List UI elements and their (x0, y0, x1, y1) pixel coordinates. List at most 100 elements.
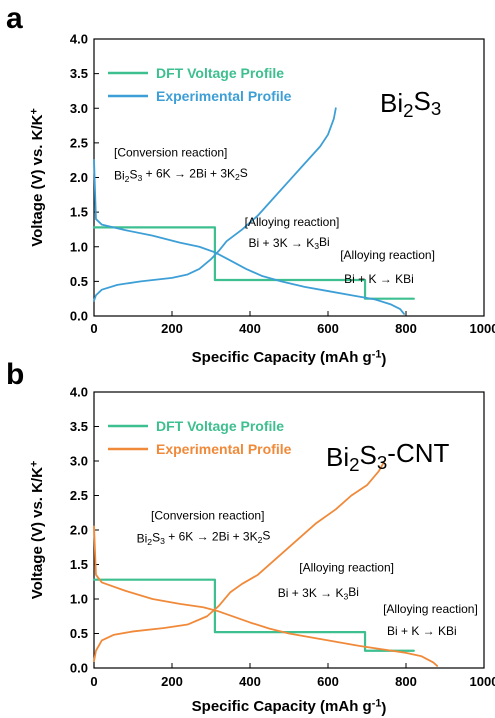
reaction-annotation: Bi + K → KBi (387, 624, 457, 638)
y-tick-label: 3.5 (70, 419, 88, 434)
y-tick-label: 1.0 (70, 239, 88, 254)
reaction-annotation-part: Bi + 3K → K (278, 586, 344, 600)
material-title-part: Bi (380, 88, 403, 118)
x-tick-label: 1000 (470, 674, 495, 689)
reaction-annotation: [Alloying reaction] (245, 215, 340, 229)
series-line-discharge (93, 159, 405, 315)
reaction-annotation-part: S (262, 529, 270, 543)
reaction-annotation-part: 2 (125, 174, 130, 184)
material-title-part: 3 (431, 98, 441, 119)
y-tick-label: 1.5 (70, 557, 88, 572)
x-tick-label: 400 (239, 321, 261, 336)
reaction-annotation: Bi + 3K → K3Bi (278, 585, 359, 601)
x-tick-label: 800 (395, 674, 417, 689)
x-tick-label: 800 (395, 321, 417, 336)
x-tick-label: 600 (317, 674, 339, 689)
material-title-part: Bi (326, 442, 349, 472)
y-tick-label: 0.5 (70, 274, 88, 289)
legend-label: Experimental Profile (156, 441, 292, 457)
material-title-part: 3 (377, 452, 387, 473)
x-axis-label: Specific Capacity (mAh g-1) (192, 348, 387, 367)
x-tick-label: 0 (90, 321, 97, 336)
x-tick-label: 600 (317, 321, 339, 336)
x-tick-label: 1000 (470, 321, 495, 336)
reaction-annotation: [Conversion reaction] (114, 146, 227, 160)
y-tick-label: 4.0 (70, 385, 88, 400)
y-axis-label-part: Voltage (V) vs. K/K (29, 467, 46, 599)
reaction-annotation-part: Bi (137, 531, 148, 545)
series-line-charge (93, 107, 337, 302)
reaction-annotation-part: Bi (348, 585, 359, 599)
material-title-part: S (414, 86, 431, 116)
reaction-annotation-part: Bi + K → KBi (387, 624, 457, 638)
y-tick-label: 3.0 (70, 101, 88, 116)
y-axis-label-part: + (28, 108, 40, 114)
x-tick-label: 0 (90, 674, 97, 689)
reaction-annotation: [Conversion reaction] (151, 509, 264, 523)
material-title-part: 2 (403, 100, 413, 121)
reaction-annotation: Bi + K → KBi (344, 272, 414, 286)
reaction-annotation-part: S (152, 530, 160, 544)
y-tick-label: 2.0 (70, 170, 88, 185)
reaction-annotation-part: 3 (344, 591, 349, 601)
reaction-annotation: Bi + 3K → K3Bi (249, 235, 330, 251)
y-tick-label: 3.5 (70, 66, 88, 81)
y-tick-label: 2.5 (70, 135, 88, 150)
panel-label: b (6, 358, 24, 391)
y-axis-label-part: + (28, 461, 40, 467)
y-tick-label: 0.5 (70, 626, 88, 641)
reaction-annotation-part: [Conversion reaction] (151, 509, 264, 523)
reaction-annotation-part: [Alloying reaction] (340, 248, 435, 262)
reaction-annotation-part: Bi + 3K → K (249, 236, 315, 250)
x-axis-label-part: (mAh g (320, 698, 372, 715)
material-title: Bi2S3 (380, 86, 441, 121)
y-tick-label: 2.5 (70, 488, 88, 503)
series-line-discharge (93, 525, 439, 667)
reaction-annotation: Bi2S3 + 6K → 2Bi + 3K2S (137, 529, 271, 547)
x-axis-label-part: ) (381, 351, 386, 368)
panel-a: a 0.0 0.5 1.0 1.5 2.0 2.5 3.0 3.5 4.0 0 200 400 600 80… (6, 2, 495, 368)
material-title: Bi2S3-CNT (326, 438, 449, 475)
panel-b: b 0.0 0.5 1.0 1.5 2.0 2.5 3.0 3.5 4.0 0 200 400 600 80… (6, 358, 495, 717)
series-line-step (92, 578, 415, 652)
reaction-annotation-part: [Alloying reaction] (383, 602, 478, 616)
x-axis-label-part: ) (381, 700, 386, 717)
legend-label: DFT Voltage Profile (156, 418, 284, 434)
reaction-annotation-part: S (129, 168, 137, 182)
reaction-annotation-part: + 6K → 2Bi + 3K (165, 530, 258, 544)
y-tick-label: 0.0 (70, 309, 88, 324)
y-tick-label: 2.0 (70, 523, 88, 538)
legend-label: DFT Voltage Profile (156, 65, 284, 81)
material-title-part: S (360, 440, 377, 470)
x-axis-label-part: -1 (372, 348, 382, 360)
reaction-annotation-part: 2 (235, 172, 240, 182)
reaction-annotation-part: 2 (147, 537, 152, 547)
x-tick-label: 400 (239, 674, 261, 689)
reaction-annotation-part: 3 (314, 241, 319, 251)
x-tick-label: 200 (161, 321, 183, 336)
y-tick-label: 1.5 (70, 205, 88, 220)
reaction-annotation-part: [Alloying reaction] (299, 560, 394, 574)
y-axis-label-part: Voltage (V) vs. K/K (29, 114, 46, 246)
reaction-annotation-part: 2 (258, 535, 263, 545)
reaction-annotation: [Alloying reaction] (299, 560, 394, 574)
x-axis-label-part: Specific Capacity (192, 349, 320, 366)
x-tick-label: 200 (161, 674, 183, 689)
reaction-annotation-part: Bi (114, 169, 125, 183)
x-axis-label: Specific Capacity (mAh g-1) (192, 697, 387, 716)
series-line-charge (93, 460, 386, 662)
material-title-part: 2 (349, 454, 359, 475)
legend-label: Experimental Profile (156, 88, 292, 104)
reaction-annotation-part: [Conversion reaction] (114, 146, 227, 160)
reaction-annotation-part: [Alloying reaction] (245, 215, 340, 229)
reaction-annotation-part: Bi + K → KBi (344, 272, 414, 286)
reaction-annotation-part: 3 (137, 173, 142, 183)
y-tick-label: 4.0 (70, 32, 88, 47)
reaction-annotation-part: Bi (319, 235, 330, 249)
reaction-annotation-part: 3 (160, 536, 165, 546)
reaction-annotation: [Alloying reaction] (383, 602, 478, 616)
x-axis-label-part: (mAh g (320, 349, 372, 366)
y-tick-label: 0.0 (70, 661, 88, 676)
y-axis-label: Voltage (V) vs. K/K+ (28, 461, 46, 600)
